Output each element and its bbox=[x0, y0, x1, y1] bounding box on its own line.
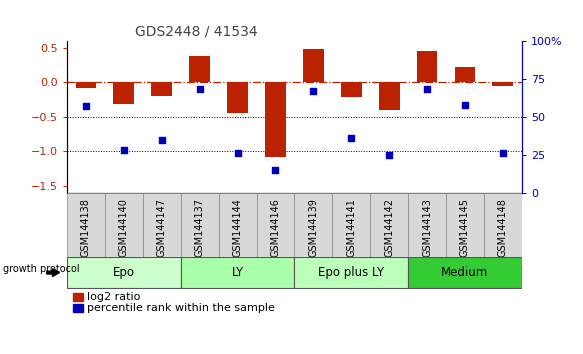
Point bbox=[498, 150, 507, 156]
Bar bbox=[227, 82, 248, 113]
Point bbox=[308, 88, 318, 94]
Bar bbox=[446, 193, 484, 257]
Text: GSM144142: GSM144142 bbox=[384, 198, 394, 257]
Bar bbox=[219, 193, 257, 257]
Text: LY: LY bbox=[231, 266, 244, 279]
Point bbox=[271, 167, 280, 173]
Point bbox=[385, 152, 394, 158]
Bar bbox=[408, 257, 522, 288]
Bar bbox=[408, 193, 446, 257]
Text: GSM144145: GSM144145 bbox=[460, 198, 470, 257]
Point bbox=[422, 87, 431, 92]
Text: GSM144144: GSM144144 bbox=[233, 198, 243, 257]
Bar bbox=[417, 51, 437, 82]
Text: growth protocol: growth protocol bbox=[3, 264, 79, 274]
Point bbox=[233, 150, 243, 156]
Bar bbox=[152, 82, 172, 96]
Bar bbox=[114, 82, 134, 104]
Text: Epo plus LY: Epo plus LY bbox=[318, 266, 384, 279]
Bar bbox=[379, 82, 399, 110]
Text: GSM144140: GSM144140 bbox=[119, 198, 129, 257]
Bar bbox=[257, 193, 294, 257]
Text: Epo: Epo bbox=[113, 266, 135, 279]
Text: GDS2448 / 41534: GDS2448 / 41534 bbox=[135, 24, 258, 38]
Bar bbox=[294, 193, 332, 257]
Text: GSM144146: GSM144146 bbox=[271, 198, 280, 257]
Bar bbox=[303, 49, 324, 82]
Bar bbox=[189, 56, 210, 82]
Point bbox=[346, 135, 356, 141]
Point bbox=[82, 103, 91, 109]
Text: Medium: Medium bbox=[441, 266, 489, 279]
Bar bbox=[67, 257, 181, 288]
Bar bbox=[143, 193, 181, 257]
Bar bbox=[105, 193, 143, 257]
Bar bbox=[294, 257, 408, 288]
Bar bbox=[370, 193, 408, 257]
Bar bbox=[455, 67, 475, 82]
Bar bbox=[493, 82, 513, 86]
Bar bbox=[332, 193, 370, 257]
Point bbox=[119, 148, 128, 153]
Bar bbox=[341, 82, 361, 97]
Bar bbox=[67, 193, 105, 257]
Text: GSM144147: GSM144147 bbox=[157, 198, 167, 257]
Bar bbox=[181, 257, 294, 288]
Bar bbox=[265, 82, 286, 157]
Text: GSM144143: GSM144143 bbox=[422, 198, 432, 257]
Bar bbox=[484, 193, 522, 257]
Bar bbox=[181, 193, 219, 257]
Text: GSM144148: GSM144148 bbox=[498, 198, 508, 257]
Point bbox=[460, 102, 469, 108]
Text: GSM144139: GSM144139 bbox=[308, 198, 318, 257]
Bar bbox=[76, 82, 96, 88]
Text: GSM144138: GSM144138 bbox=[81, 198, 91, 257]
Text: GSM144137: GSM144137 bbox=[195, 198, 205, 257]
Text: percentile rank within the sample: percentile rank within the sample bbox=[87, 303, 275, 313]
Point bbox=[157, 137, 167, 142]
Text: GSM144141: GSM144141 bbox=[346, 198, 356, 257]
Text: log2 ratio: log2 ratio bbox=[87, 292, 141, 302]
Point bbox=[195, 87, 205, 92]
